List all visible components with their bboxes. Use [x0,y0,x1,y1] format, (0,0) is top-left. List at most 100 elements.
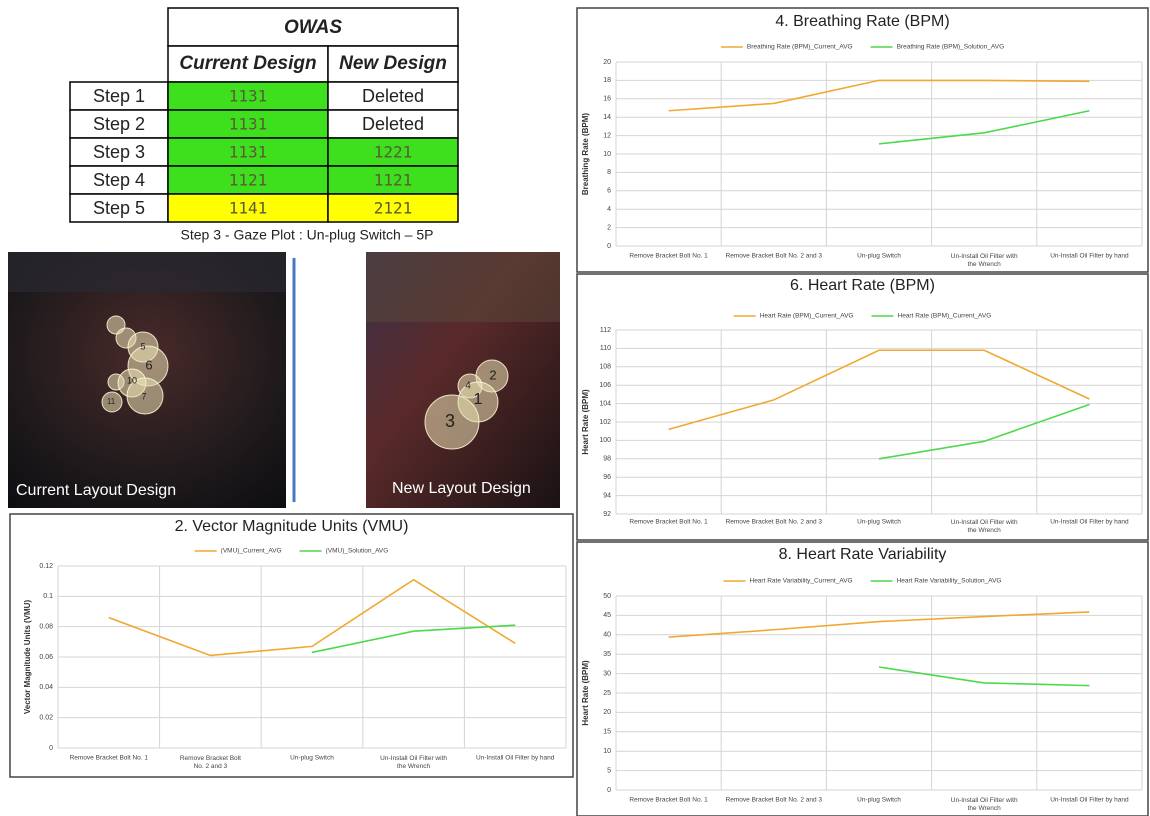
y-tick-label: 94 [603,492,611,499]
y-tick-label: 92 [603,511,611,518]
table-value: 1221 [374,143,413,162]
series-line [108,578,516,657]
x-tick-label: Un-plug Switch [290,755,334,762]
y-tick-label: 0.02 [39,715,53,722]
column-cell [167,45,329,83]
y-tick-label: 12 [603,132,611,139]
x-tick-label: Remove Bracket Bolt No. 2 and 3 [726,519,823,526]
chart-title: 2. Vector Magnitude Units (VMU) [175,518,409,535]
table-value: 1121 [229,171,268,190]
fixation-label: 2 [489,367,496,382]
column-header: New Design [339,53,447,74]
chart-panel [9,513,574,778]
table-value: 2121 [374,199,413,218]
y-tick-label: 106 [599,382,611,389]
series-line [668,611,1090,638]
y-tick-label: 110 [600,345,611,352]
y-tick-label: 16 [603,96,611,103]
table-cell [167,165,329,195]
table-value: Deleted [362,114,424,134]
step-label: Step 5 [93,198,145,218]
column-header: Current Design [179,53,316,74]
x-tick-label: Un-Install Oil Filter with the Wrench [951,253,1018,268]
y-tick-label: 8 [607,169,611,176]
photo-detail [366,252,560,322]
y-tick-label: 104 [599,400,611,407]
series-line [878,109,1090,145]
x-tick-label: Remove Bracket Bolt No. 1 [629,797,708,804]
table-value: 1131 [229,87,268,106]
y-tick-label: 40 [603,632,611,639]
y-tick-label: 96 [603,474,611,481]
table-cell [69,193,169,223]
table-cell [327,137,459,167]
x-tick-label: Remove Bracket Bolt No. 2 and 3 [726,253,823,260]
fixation-label: 1 [474,391,483,408]
legend-label: Breathing Rate (BPM)_Current_AVG [747,44,853,51]
x-tick-label: Un-Install Oil Filter by hand [1050,797,1129,804]
x-tick-label: Un-plug Switch [857,797,901,804]
chart-title: 4. Breathing Rate (BPM) [775,13,949,30]
x-tick-label: Remove Bracket Bolt No. 1 [70,755,149,762]
table-value: Deleted [362,86,424,106]
y-tick-label: 0 [607,243,611,250]
x-tick-label: Un-plug Switch [857,253,901,260]
legend-label: Breathing Rate (BPM)_Solution_AVG [897,44,1005,51]
y-tick-label: 2 [607,224,611,231]
fixation-label: 7 [141,391,146,401]
chart-panel [576,273,1149,541]
y-tick-label: 4 [607,206,611,213]
y-tick-label: 20 [603,709,611,716]
legend: Heart Rate Variability_Current_AVG Heart … [723,578,1002,585]
fixation-label: 5 [140,341,145,351]
charts: 4. Breathing Rate (BPM)02468101214161820… [9,7,1149,816]
gaze-current: 5 6 10 7 11 Current Layout Design [8,252,286,508]
y-axis-label: Breathing Rate (BPM) [581,113,590,196]
legend-label: Heart Rate Variability_Solution_AVG [897,578,1002,585]
x-tick-label: Un-Install Oil Filter by hand [1050,253,1129,260]
step-label: Step 2 [93,114,145,134]
x-tick-label: Remove Bracket Bolt No. 1 [629,519,708,526]
step-label: Step 3 [93,142,145,162]
y-axis-label: Heart Rate (BPM) [581,389,590,455]
x-tick-label: Un-Install Oil Filter by hand [476,755,555,762]
y-tick-label: 0.12 [39,563,53,570]
table-cell [327,81,459,111]
x-tick-label: Un-Install Oil Filter with the Wrench [380,755,447,770]
series-line [878,403,1090,460]
y-tick-label: 0.1 [43,593,53,600]
chart: 4. Breathing Rate (BPM) 0 2 4 6 8 10 12 14 16 18 20… [576,7,1149,273]
y-tick-label: 0.04 [39,684,53,691]
chart-panel [576,541,1149,816]
step-label: Step 4 [93,170,145,190]
table-value: 1141 [229,199,268,218]
series-line [311,624,516,654]
y-tick-label: 30 [603,670,611,677]
y-axis-label: Vector Magnitude Units (VMU) [23,600,32,715]
x-tick-label: Un-plug Switch [857,519,901,526]
fixation-label: 11 [107,397,116,406]
x-tick-label: Un-Install Oil Filter with the Wrench [951,519,1018,534]
legend-label: Heart Rate (BPM)_Current_AVG [898,313,992,320]
photo-detail [8,252,286,292]
fixation [424,394,480,450]
legend-label: (VMU)_Current_AVG [221,548,282,555]
table-cell [327,193,459,223]
y-tick-label: 35 [603,651,611,658]
y-tick-label: 25 [603,690,611,697]
y-tick-label: 102 [599,419,611,426]
x-tick-label: Remove Bracket Bolt No. 2 and 3 [726,797,823,804]
legend: Heart Rate (BPM)_Current_AVG Heart Rate (… [733,313,992,320]
chart-title: 8. Heart Rate Variability [779,546,947,563]
gaze-caption: Step 3 - Gaze Plot : Un-plug Switch – 5P [181,227,434,243]
y-tick-label: 6 [607,188,611,195]
photo-label: Current Layout Design [16,482,176,499]
y-tick-label: 0.08 [39,624,53,631]
x-tick-label: Un-Install Oil Filter by hand [1050,519,1129,526]
y-tick-label: 112 [600,327,611,334]
y-tick-label: 50 [603,593,611,600]
fixation-label: 6 [145,357,152,372]
table-header: OWAS [284,17,342,38]
table-value: 1131 [229,143,268,162]
